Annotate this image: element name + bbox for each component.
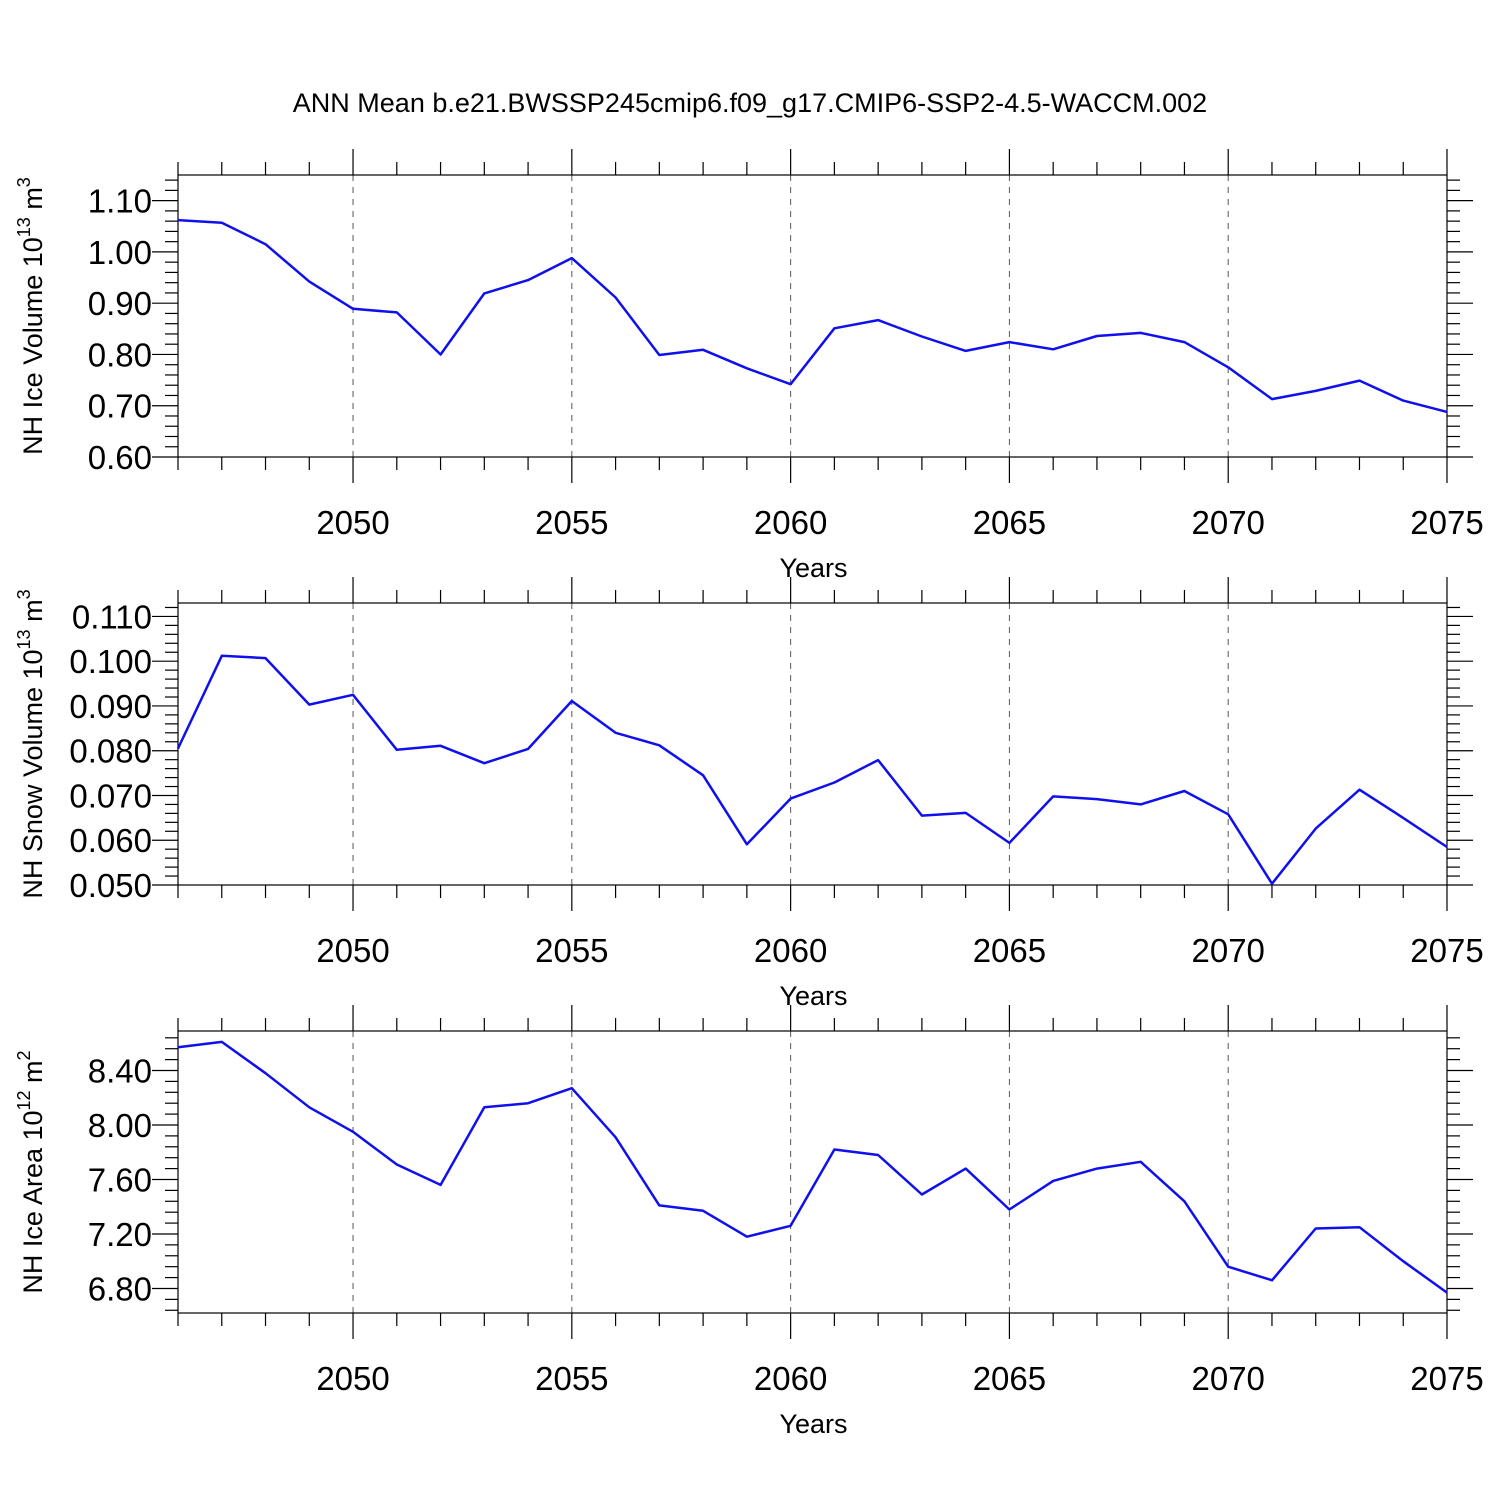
ice-volume-ytick-label-3: 0.90 — [88, 285, 152, 322]
snow-volume-ytick-label-5: 0.100 — [69, 643, 152, 680]
snow-volume-ytick-label-6: 0.110 — [72, 598, 152, 635]
ice-area-yaxis-label-exponent: 12 — [14, 1090, 34, 1110]
snow-volume-ytick-label-1: 0.060 — [69, 822, 152, 859]
ice-area-xtick-label-2: 2060 — [754, 1360, 827, 1397]
ice-area-series-line — [177, 1040, 1448, 1294]
snow-volume-yaxis-label-exponent: 13 — [14, 629, 34, 649]
snow-volume-yaxis-label-text: NH Snow Volume 10 — [18, 649, 48, 898]
chart-title: ANN Mean b.e21.BWSSP245cmip6.f09_g17.CMI… — [293, 88, 1207, 118]
ice-area-plot-frame — [177, 1030, 1448, 1314]
snow-volume-xaxis-label: Years — [779, 981, 847, 1011]
ice-area-xtick-label-3: 2065 — [973, 1360, 1046, 1397]
ice-volume-yaxis-label-exponent: 13 — [14, 217, 34, 237]
ice-area-yaxis-label-unit: m — [18, 1060, 48, 1090]
ice-area-xtick-label-1: 2055 — [535, 1360, 608, 1397]
ice-volume-ytick-label-0: 0.60 — [88, 439, 152, 476]
snow-volume-yaxis-label-unit-exponent: 3 — [14, 589, 34, 599]
ice-area-ytick-label-3: 8.00 — [88, 1107, 152, 1144]
snow-volume-xtick-label-2: 2060 — [754, 932, 827, 969]
snow-volume-plot-frame — [177, 602, 1448, 886]
ice-area-yaxis-label-unit-exponent: 2 — [14, 1050, 34, 1060]
ice-area-xtick-label-0: 2050 — [316, 1360, 389, 1397]
panel-snow-volume: 0.050 0.060 0.070 0.080 0.090 0.100 0.110 2050 2… — [14, 577, 1484, 1011]
panel-ice-area: 6.80 7.20 7.60 8.00 8.40 2050 2055 2060 2065 2070… — [14, 1005, 1484, 1439]
panel-ice-volume: 0.60 0.70 0.80 0.90 1.00 1.10 2050 2055 2060 2065… — [14, 149, 1484, 583]
ice-volume-xtick-label-4: 2070 — [1191, 504, 1264, 541]
ice-volume-xtick-label-2: 2060 — [754, 504, 827, 541]
ice-area-yaxis-label-text: NH Ice Area 10 — [18, 1110, 48, 1293]
ice-area-xaxis-label: Years — [779, 1409, 847, 1439]
ice-volume-xtick-label-1: 2055 — [535, 504, 608, 541]
snow-volume-ytick-label-0: 0.050 — [69, 867, 152, 904]
snow-volume-series-line — [176, 654, 1448, 885]
snow-volume-yaxis-label: NH Snow Volume 1013 m3 — [14, 589, 48, 898]
snow-volume-xtick-label-0: 2050 — [316, 932, 389, 969]
ice-volume-yaxis-label: NH Ice Volume 1013 m3 — [14, 177, 48, 455]
ice-area-ytick-label-0: 6.80 — [88, 1270, 152, 1307]
ice-volume-xtick-label-3: 2065 — [973, 504, 1046, 541]
snow-volume-xtick-label-3: 2065 — [973, 932, 1046, 969]
snow-volume-xtick-label-1: 2055 — [535, 932, 608, 969]
snow-volume-ytick-label-4: 0.090 — [69, 688, 152, 725]
ice-volume-series-line — [177, 218, 1448, 414]
ice-volume-yaxis-label-text: NH Ice Volume 10 — [18, 237, 48, 455]
ice-area-xtick-label-5: 2075 — [1410, 1360, 1483, 1397]
ice-area-ytick-label-1: 7.20 — [88, 1216, 152, 1253]
snow-volume-yaxis-label-unit: m — [18, 599, 48, 629]
snow-volume-xtick-label-4: 2070 — [1191, 932, 1264, 969]
ice-area-ytick-label-4: 8.40 — [88, 1053, 152, 1090]
ice-volume-xtick-label-0: 2050 — [316, 504, 389, 541]
ice-volume-ytick-label-2: 0.80 — [88, 336, 152, 373]
ice-volume-ytick-label-1: 0.70 — [88, 388, 152, 425]
snow-volume-ytick-label-3: 0.080 — [69, 733, 152, 770]
snow-volume-ytick-label-2: 0.070 — [69, 777, 152, 814]
ice-area-xtick-label-4: 2070 — [1191, 1360, 1264, 1397]
ice-volume-ytick-label-4: 1.00 — [88, 234, 152, 271]
ice-volume-yaxis-label-unit: m — [18, 187, 48, 217]
snow-volume-xtick-label-5: 2075 — [1410, 932, 1483, 969]
ice-volume-xtick-label-5: 2075 — [1410, 504, 1483, 541]
ice-volume-xaxis-label: Years — [779, 553, 847, 583]
ice-area-yaxis-label: NH Ice Area 1012 m2 — [14, 1050, 48, 1293]
ice-area-ytick-label-2: 7.60 — [88, 1161, 152, 1198]
ice-volume-yaxis-label-unit-exponent: 3 — [14, 177, 34, 187]
ice-volume-plot-frame — [177, 174, 1448, 458]
ice-volume-ytick-label-5: 1.10 — [88, 183, 152, 220]
